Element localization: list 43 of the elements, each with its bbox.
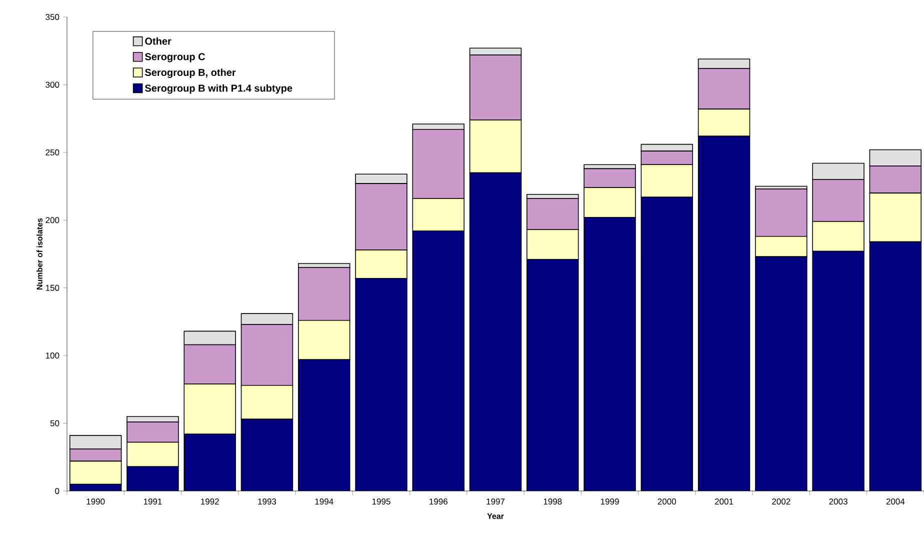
bar bbox=[240, 418, 294, 491]
y-tick-label: 350 bbox=[46, 14, 60, 20]
x-tick-label: 1999 bbox=[600, 498, 619, 505]
x-tick-label: 1995 bbox=[372, 498, 390, 505]
bar bbox=[412, 230, 464, 491]
x-tick-label: 2004 bbox=[886, 498, 905, 505]
bar bbox=[355, 278, 408, 491]
bar bbox=[469, 172, 522, 491]
x-axis-title: Year bbox=[487, 513, 504, 519]
x-tick-label: 2002 bbox=[772, 498, 790, 505]
bar bbox=[126, 466, 179, 491]
x-tick-label: 1997 bbox=[486, 498, 505, 505]
x-tick-label: 2003 bbox=[829, 498, 848, 505]
x-tick-label: 2000 bbox=[658, 498, 676, 505]
x-tick-label: 1990 bbox=[86, 498, 105, 505]
x-tick-label: 1998 bbox=[544, 498, 562, 505]
y-tick-label: 300 bbox=[46, 82, 60, 88]
y-tick-label: 100 bbox=[46, 352, 60, 359]
legend-label: Serogroup B with P1.4 subtype bbox=[145, 84, 292, 94]
legend-label: Other bbox=[145, 37, 172, 45]
x-tick-label: 1992 bbox=[201, 498, 219, 505]
bar bbox=[526, 259, 579, 491]
bar bbox=[869, 241, 922, 491]
x-tick-label: 1991 bbox=[144, 498, 162, 505]
bar bbox=[812, 250, 864, 491]
x-tick-label: 2001 bbox=[715, 498, 734, 505]
y-axis-title: Number of isolates bbox=[36, 218, 42, 290]
bar bbox=[755, 256, 808, 491]
x-tick-label: 1993 bbox=[258, 498, 276, 505]
bar bbox=[698, 136, 750, 491]
y-tick-label: 50 bbox=[50, 420, 60, 426]
legend-label: Serogroup C bbox=[145, 53, 205, 62]
bar bbox=[584, 217, 636, 491]
y-tick-label: 200 bbox=[46, 217, 60, 224]
y-tick-label: 150 bbox=[46, 284, 60, 291]
y-tick-label: 250 bbox=[46, 149, 60, 156]
x-tick-label: 1996 bbox=[430, 498, 448, 505]
bar bbox=[184, 434, 236, 491]
x-tick-label: 1994 bbox=[315, 498, 334, 505]
bar bbox=[298, 359, 350, 491]
bar bbox=[640, 196, 694, 491]
legend-label: Serogroup B, other bbox=[145, 68, 236, 78]
y-tick-label: 0 bbox=[55, 488, 60, 494]
